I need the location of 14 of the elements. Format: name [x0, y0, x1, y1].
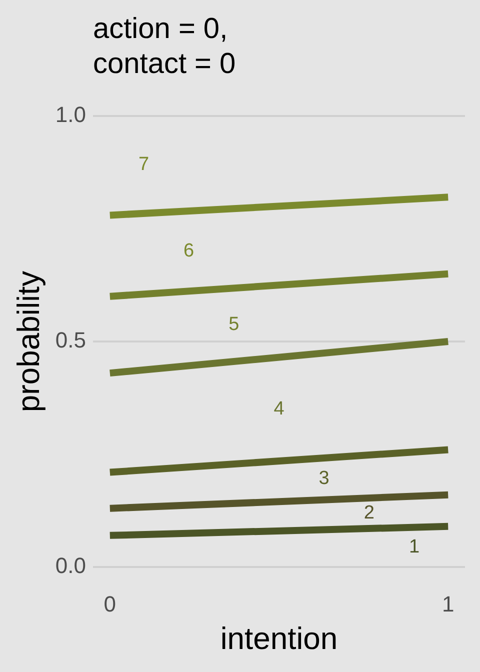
x-axis-title: intention [220, 620, 338, 656]
annotation: 7 [138, 154, 150, 175]
chart-title: action = 0, contact = 0 [93, 13, 236, 80]
y-tick-label: 0.5 [55, 328, 86, 353]
annotation: 3 [318, 468, 330, 490]
annotation: 1 [408, 536, 420, 558]
annotation: 2 [364, 502, 374, 524]
annotation: 4 [274, 398, 285, 420]
x-tick-label: 0 [104, 591, 116, 616]
y-tick-label: 1.0 [55, 102, 86, 128]
annotation: 6 [184, 240, 194, 262]
y-tick-label: 0.0 [55, 553, 86, 578]
y-axis-title: probability [11, 270, 46, 412]
annotation: 5 [228, 314, 240, 336]
